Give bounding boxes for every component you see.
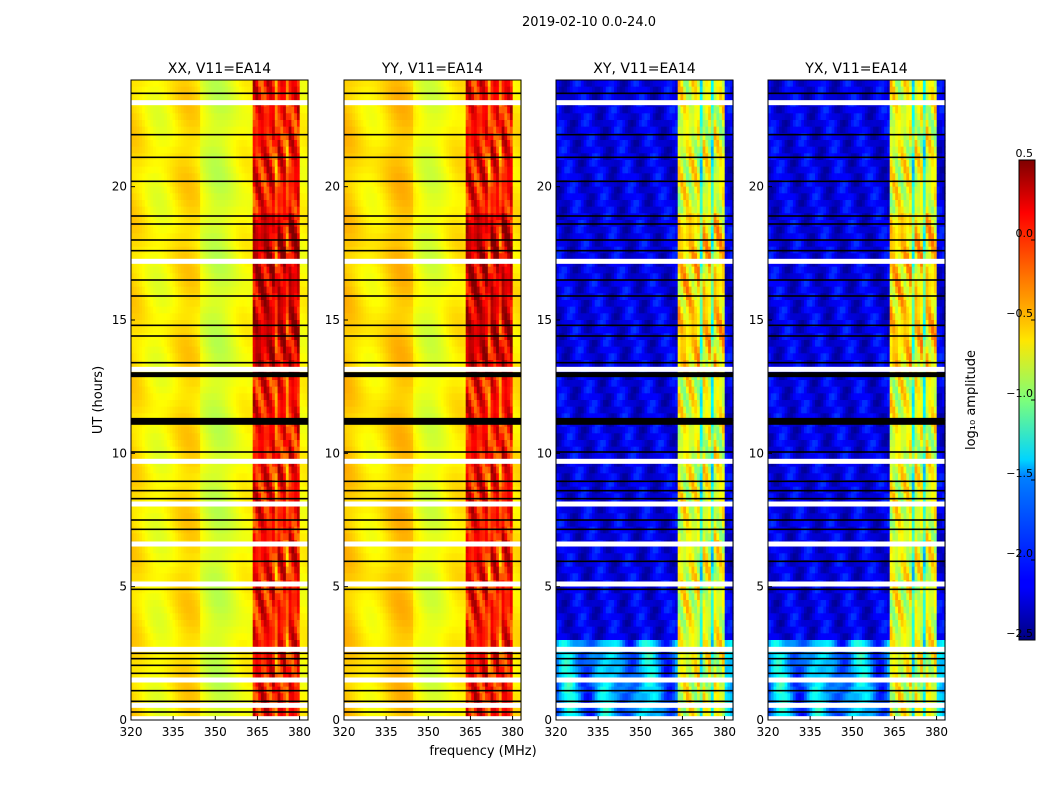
figure-title: 2019-02-10 0.0-24.0	[522, 15, 656, 30]
figure: 2019-02-10 0.0-24.0 XX, V11=EA14320 335 35…	[0, 0, 1050, 800]
